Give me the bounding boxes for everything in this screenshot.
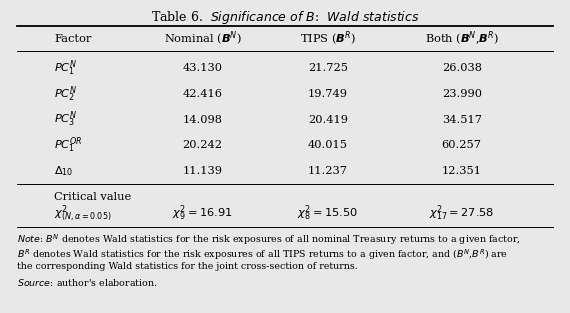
Text: 26.038: 26.038 (442, 63, 482, 73)
Text: TIPS ($\boldsymbol{B}^{R}$): TIPS ($\boldsymbol{B}^{R}$) (300, 30, 356, 48)
Text: $\chi^2_9 = 16.91$: $\chi^2_9 = 16.91$ (172, 204, 233, 223)
Text: 60.257: 60.257 (442, 140, 482, 150)
Text: 23.990: 23.990 (442, 89, 482, 99)
Text: 12.351: 12.351 (442, 166, 482, 176)
Text: $\Delta_{10}$: $\Delta_{10}$ (54, 164, 74, 178)
Text: 20.242: 20.242 (182, 140, 222, 150)
Text: 20.419: 20.419 (308, 115, 348, 125)
Text: $B^R$ denotes Wald statistics for the risk exposures of all TIPS returns to a gi: $B^R$ denotes Wald statistics for the ri… (17, 247, 508, 262)
Text: Both ($\boldsymbol{B}^{N}$,$\boldsymbol{B}^{R}$): Both ($\boldsymbol{B}^{N}$,$\boldsymbol{… (425, 30, 499, 48)
Text: 40.015: 40.015 (308, 140, 348, 150)
Text: 34.517: 34.517 (442, 115, 482, 125)
Text: 43.130: 43.130 (182, 63, 222, 73)
Text: 21.725: 21.725 (308, 63, 348, 73)
Text: 19.749: 19.749 (308, 89, 348, 99)
Text: $\chi^2_{17} = 27.58$: $\chi^2_{17} = 27.58$ (429, 204, 494, 223)
Text: the corresponding Wald statistics for the joint cross-section of returns.: the corresponding Wald statistics for th… (17, 262, 358, 271)
Text: $\chi^2_8 = 15.50$: $\chi^2_8 = 15.50$ (298, 204, 358, 223)
Text: 14.098: 14.098 (182, 115, 222, 125)
Text: $PC_1^N$: $PC_1^N$ (54, 59, 78, 78)
Text: Factor: Factor (54, 34, 92, 44)
Text: 42.416: 42.416 (182, 89, 222, 99)
Text: $\it{Note}$: $B^N$ denotes Wald statistics for the risk exposures of all nominal: $\it{Note}$: $B^N$ denotes Wald statisti… (17, 232, 521, 247)
Text: $PC_3^N$: $PC_3^N$ (54, 110, 78, 129)
Text: 11.237: 11.237 (308, 166, 348, 176)
Text: Nominal ($\boldsymbol{B}^{N}$): Nominal ($\boldsymbol{B}^{N}$) (164, 30, 241, 48)
Text: $PC_1^{OR}$: $PC_1^{OR}$ (54, 136, 83, 155)
Text: $\it{Source}$: author's elaboration.: $\it{Source}$: author's elaboration. (17, 277, 158, 288)
Text: $\chi^2_{(N,\alpha=0.05)}$: $\chi^2_{(N,\alpha=0.05)}$ (54, 203, 112, 223)
Text: $PC_2^N$: $PC_2^N$ (54, 84, 78, 104)
Text: 11.139: 11.139 (182, 166, 222, 176)
Text: Table 6.  $\it{Significance\ of\ B}$:  $\it{Wald\ statistics}$: Table 6. $\it{Significance\ of\ B}$: $\i… (150, 9, 420, 26)
Text: Critical value: Critical value (54, 192, 132, 202)
